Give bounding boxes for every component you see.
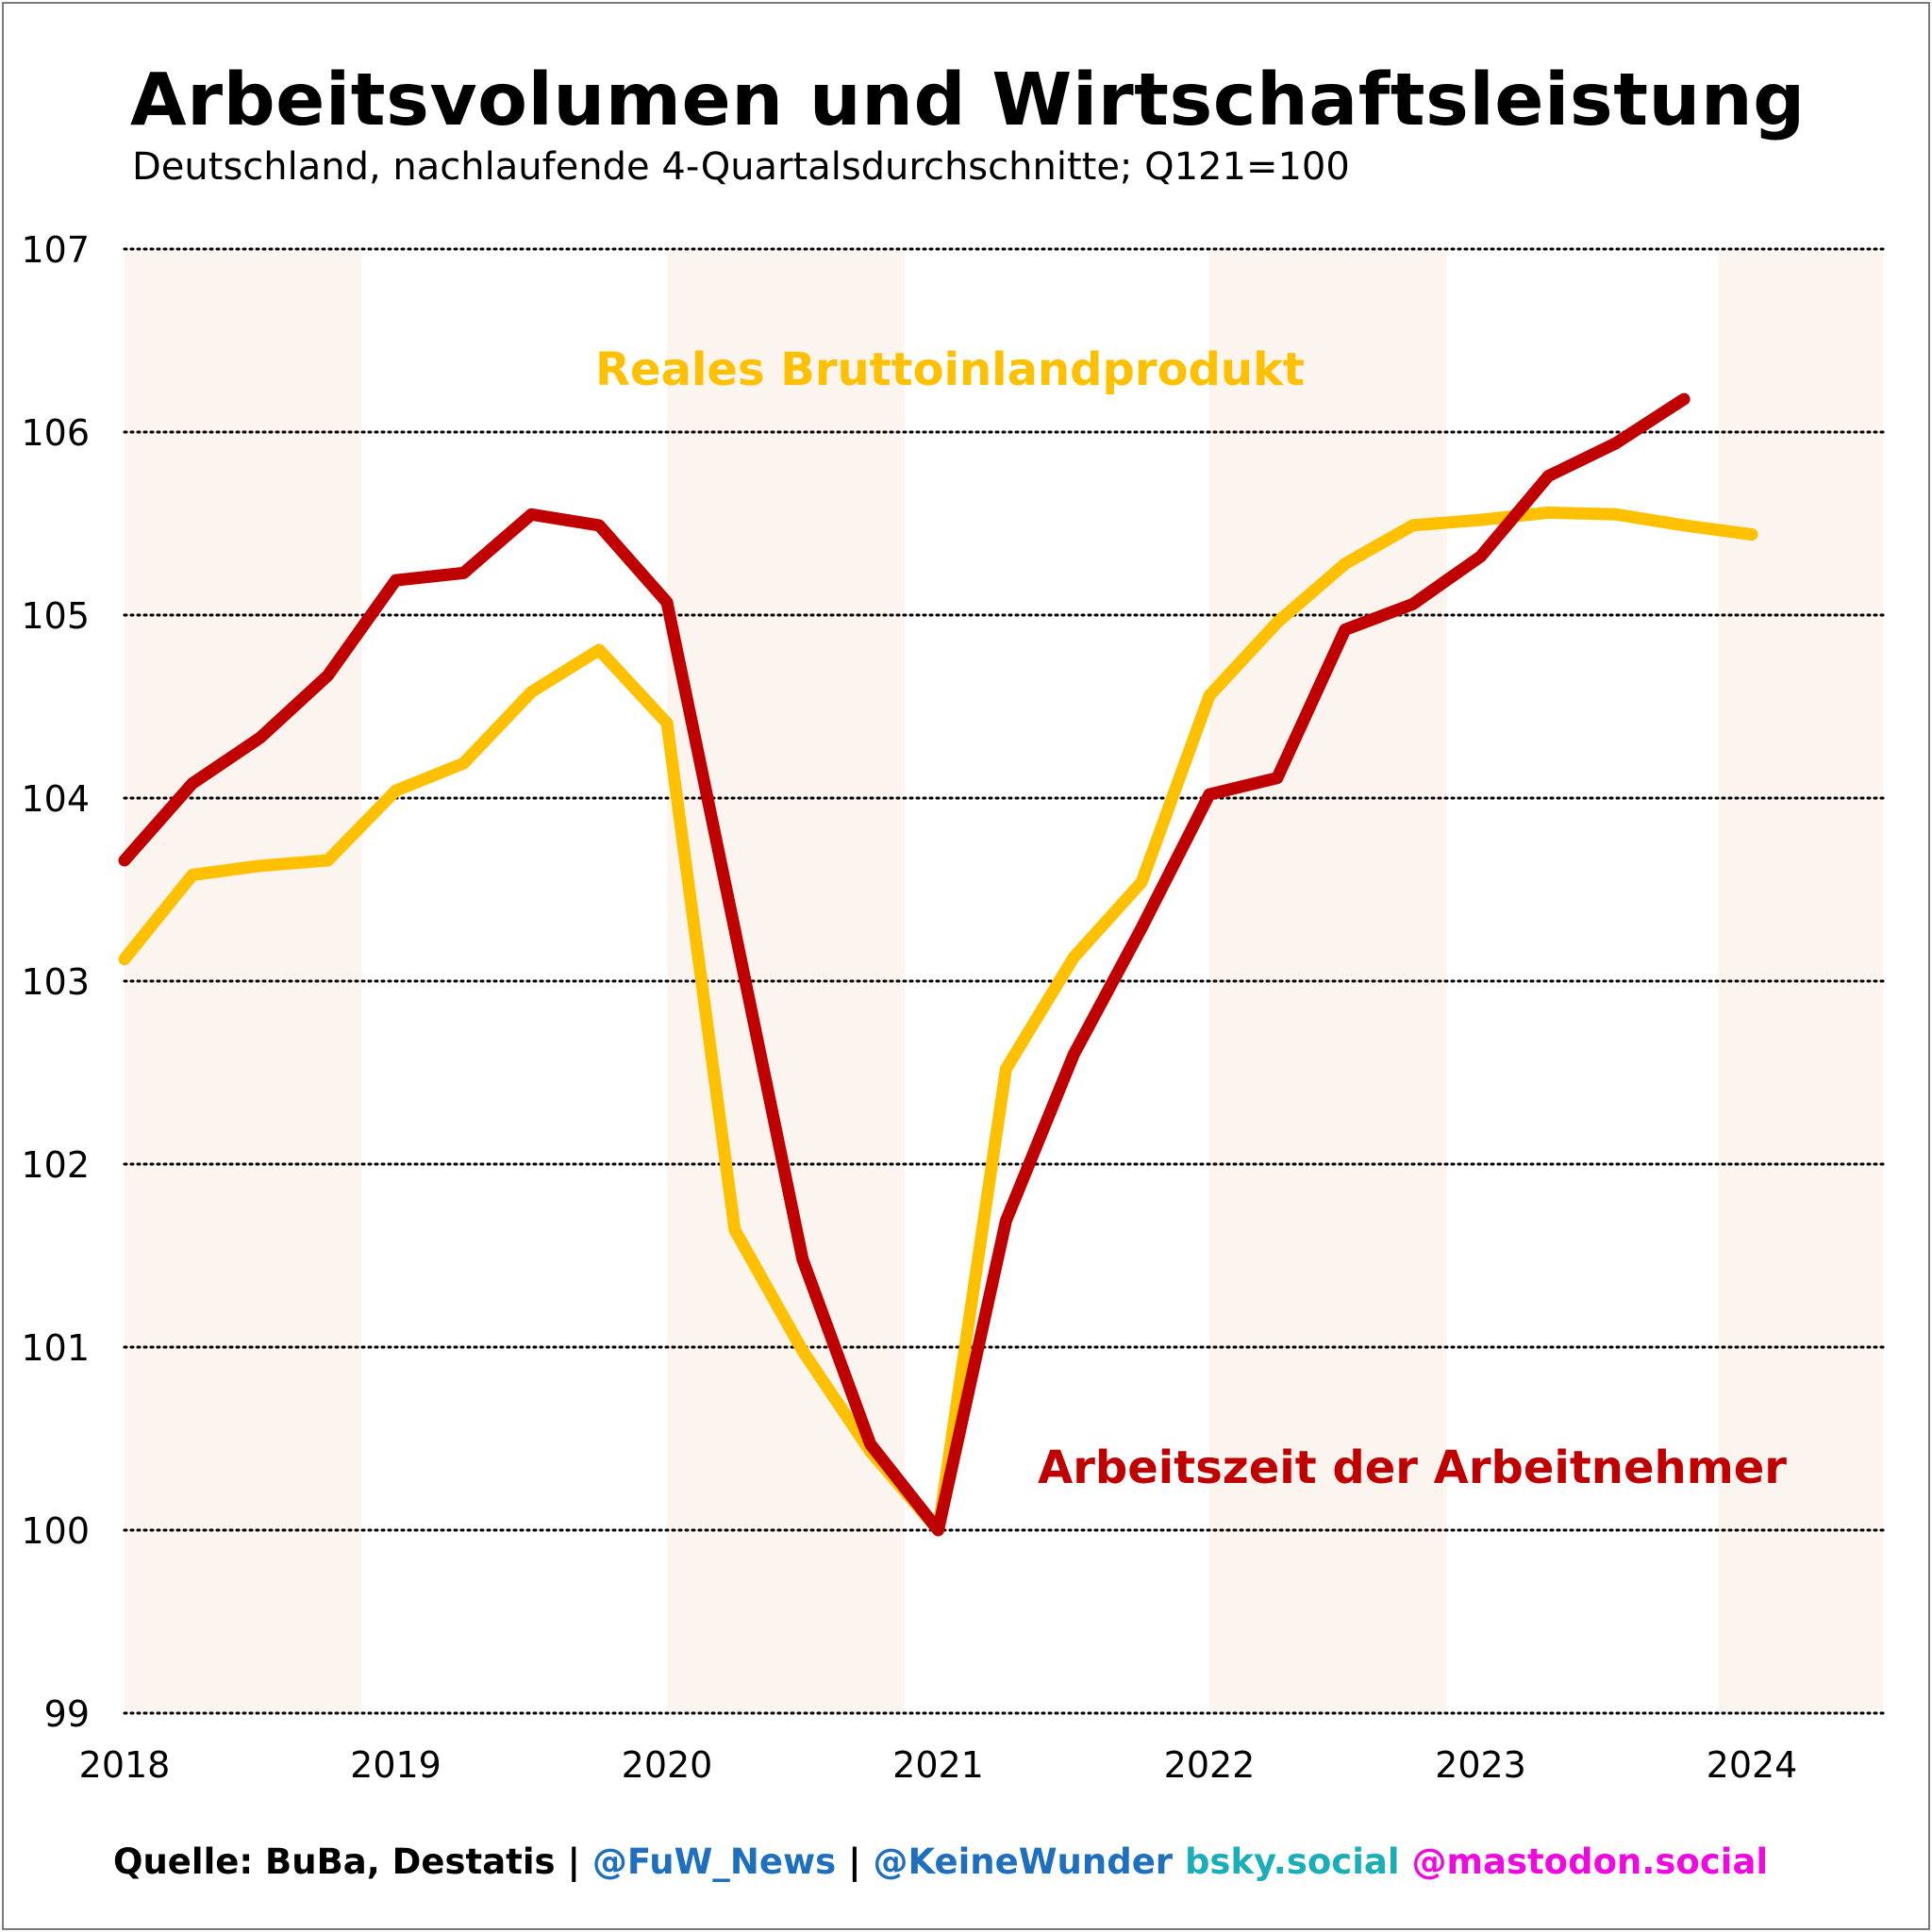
footer-handle-keinewunder[interactable]: @KeineWunder [873, 1841, 1174, 1882]
series-lines [118, 392, 1758, 1537]
x-tick-label: 2024 [1707, 1744, 1798, 1786]
y-tick-label: 103 [21, 961, 90, 1003]
source-footer: Quelle: BuBa, Destatis | @FuW_News | @Ke… [113, 1841, 1768, 1882]
chart-subtitle: Deutschland, nachlaufende 4-Quartalsdurc… [132, 145, 1350, 189]
series-annotations: Reales Bruttoinlandprodukt Arbeitszeit de… [595, 343, 1787, 1494]
y-tick-label: 106 [21, 412, 90, 454]
label-working-hours: Arbeitszeit der Arbeitnehmer [1038, 1441, 1787, 1494]
footer-handle-fuw[interactable]: @FuW_News [591, 1841, 837, 1882]
y-tick-label: 102 [21, 1144, 90, 1186]
y-tick-label: 107 [21, 229, 90, 271]
line-working-hours [118, 392, 1690, 1537]
x-tick-label: 2021 [892, 1744, 984, 1786]
footer-separator: | [836, 1841, 874, 1882]
label-gdp: Reales Bruttoinlandprodukt [595, 343, 1305, 396]
line-gdp [118, 506, 1758, 1537]
x-tick-label: 2018 [79, 1744, 171, 1786]
footer-separator: | [555, 1841, 592, 1882]
x-axis-tick-labels: 2018 2019 2020 2021 2022 2023 2024 [79, 1744, 1798, 1786]
footer-space [1400, 1841, 1412, 1882]
x-tick-label: 2019 [350, 1744, 441, 1786]
y-tick-label: 100 [21, 1510, 90, 1552]
footer-bsky[interactable]: bsky.social [1184, 1841, 1400, 1882]
footer-mastodon[interactable]: @mastodon.social [1411, 1841, 1769, 1882]
x-tick-label: 2020 [622, 1744, 713, 1786]
x-tick-label: 2022 [1164, 1744, 1256, 1786]
y-tick-label: 99 [44, 1693, 90, 1735]
y-tick-label: 105 [21, 595, 90, 637]
y-tick-label: 104 [21, 778, 90, 820]
x-tick-label: 2023 [1435, 1744, 1526, 1786]
footer-source: Quelle: BuBa, Destatis [113, 1841, 556, 1882]
chart-title: Arbeitsvolumen und Wirtschaftsleistung [130, 58, 1806, 142]
y-tick-label: 101 [21, 1327, 90, 1369]
grid-lines [123, 247, 1885, 1715]
footer-space [1173, 1841, 1185, 1882]
y-axis-tick-labels: 99 100 101 102 103 104 105 106 107 [21, 229, 90, 1735]
